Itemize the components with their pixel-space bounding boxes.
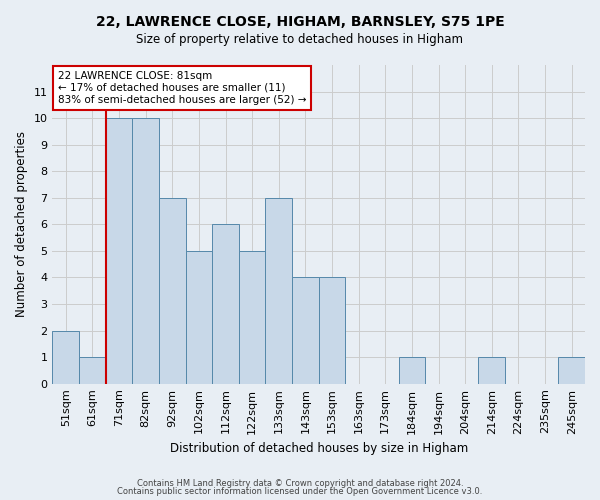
Y-axis label: Number of detached properties: Number of detached properties (15, 132, 28, 318)
Bar (239, 251, 265, 384)
Bar (478, 357, 505, 384)
Bar (106, 118, 133, 384)
Bar (159, 198, 185, 384)
Bar (185, 251, 212, 384)
Bar (212, 224, 239, 384)
Text: 22 LAWRENCE CLOSE: 81sqm
← 17% of detached houses are smaller (11)
83% of semi-d: 22 LAWRENCE CLOSE: 81sqm ← 17% of detach… (58, 72, 306, 104)
Text: Size of property relative to detached houses in Higham: Size of property relative to detached ho… (137, 32, 464, 46)
Bar (265, 198, 292, 384)
Bar (292, 278, 319, 384)
Text: 22, LAWRENCE CLOSE, HIGHAM, BARNSLEY, S75 1PE: 22, LAWRENCE CLOSE, HIGHAM, BARNSLEY, S7… (95, 15, 505, 29)
Bar (319, 278, 346, 384)
Bar (398, 357, 425, 384)
Bar (79, 357, 106, 384)
Text: Contains HM Land Registry data © Crown copyright and database right 2024.: Contains HM Land Registry data © Crown c… (137, 478, 463, 488)
X-axis label: Distribution of detached houses by size in Higham: Distribution of detached houses by size … (170, 442, 468, 455)
Text: Contains public sector information licensed under the Open Government Licence v3: Contains public sector information licen… (118, 487, 482, 496)
Bar (133, 118, 159, 384)
Bar (52, 330, 79, 384)
Bar (559, 357, 585, 384)
